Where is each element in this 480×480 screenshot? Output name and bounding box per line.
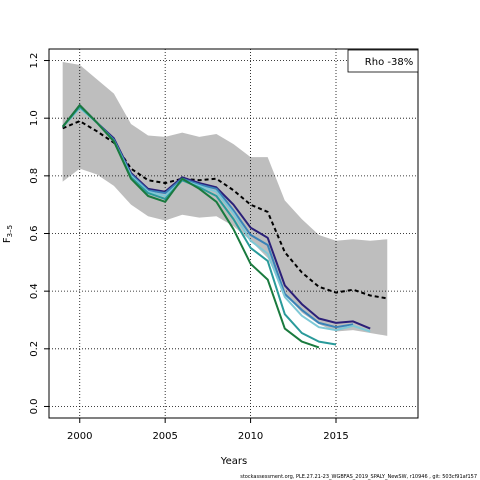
- y-tick-label-1.0: 1.0: [29, 110, 40, 126]
- svg-text:F3–5: F3–5: [2, 225, 14, 243]
- y-axis: 0.0 0.2 0.4 0.6 0.8 1.0 1.2: [29, 53, 49, 415]
- x-tick-label-2010: 2010: [238, 431, 263, 442]
- rho-legend-box: [347, 49, 419, 73]
- series-line-5: [61, 104, 320, 349]
- footer-source-note: stockassessment.org, PLE.27.21-23_WGBFAS…: [240, 474, 477, 480]
- y-axis-title: F3–5: [2, 225, 14, 243]
- x-tick-label-2015: 2015: [323, 431, 348, 442]
- x-axis-title: Years: [220, 456, 247, 467]
- y-tick-label-0.0: 0.0: [29, 399, 40, 415]
- x-tick-label-2000: 2000: [67, 431, 92, 442]
- x-tick-label-2005: 2005: [152, 431, 177, 442]
- y-tick-label-0.8: 0.8: [29, 168, 40, 184]
- y-axis-title-subscript: 3–5: [6, 225, 14, 237]
- rho-annotation: Rho -38%: [365, 57, 413, 68]
- x-axis: 2000 2005 2010 2015: [67, 418, 349, 442]
- y-tick-label-1.2: 1.2: [29, 53, 40, 69]
- y-tick-label-0.4: 0.4: [29, 283, 40, 299]
- y-tick-label-0.6: 0.6: [29, 226, 40, 242]
- series-layer: [61, 104, 388, 349]
- rho-legend: Rho -38%: [347, 49, 419, 73]
- y-axis-title-main: F: [2, 237, 13, 243]
- y-tick-label-0.2: 0.2: [29, 341, 40, 357]
